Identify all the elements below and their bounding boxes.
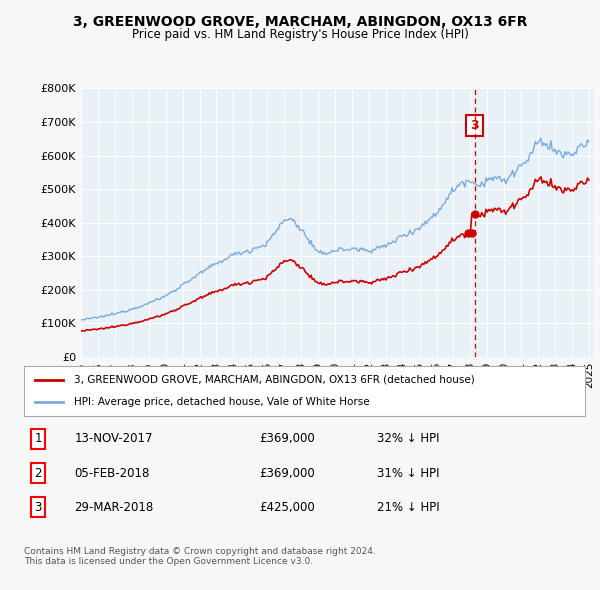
Text: 3: 3 (34, 501, 42, 514)
Text: £369,000: £369,000 (260, 432, 316, 445)
Point (470, 209, 479, 219)
Point (463, 228, 472, 238)
Text: £425,000: £425,000 (260, 501, 316, 514)
Text: Price paid vs. HM Land Registry's House Price Index (HPI): Price paid vs. HM Land Registry's House … (131, 28, 469, 41)
Text: HPI: Average price, detached house, Vale of White Horse: HPI: Average price, detached house, Vale… (74, 397, 370, 407)
Text: 13-NOV-2017: 13-NOV-2017 (74, 432, 153, 445)
Text: 05-FEB-2018: 05-FEB-2018 (74, 467, 150, 480)
Text: 32% ↓ HPI: 32% ↓ HPI (377, 432, 440, 445)
Point (467, 228, 476, 238)
Text: 1: 1 (34, 432, 42, 445)
Text: 2: 2 (34, 467, 42, 480)
Text: Contains HM Land Registry data © Crown copyright and database right 2024.
This d: Contains HM Land Registry data © Crown c… (24, 547, 376, 566)
Text: 21% ↓ HPI: 21% ↓ HPI (377, 501, 440, 514)
Text: 29-MAR-2018: 29-MAR-2018 (74, 501, 154, 514)
Text: 31% ↓ HPI: 31% ↓ HPI (377, 467, 440, 480)
Text: £369,000: £369,000 (260, 467, 316, 480)
Text: 3, GREENWOOD GROVE, MARCHAM, ABINGDON, OX13 6FR (detached house): 3, GREENWOOD GROVE, MARCHAM, ABINGDON, O… (74, 375, 475, 385)
Text: 3: 3 (470, 119, 479, 132)
Text: 3, GREENWOOD GROVE, MARCHAM, ABINGDON, OX13 6FR: 3, GREENWOOD GROVE, MARCHAM, ABINGDON, O… (73, 15, 527, 29)
